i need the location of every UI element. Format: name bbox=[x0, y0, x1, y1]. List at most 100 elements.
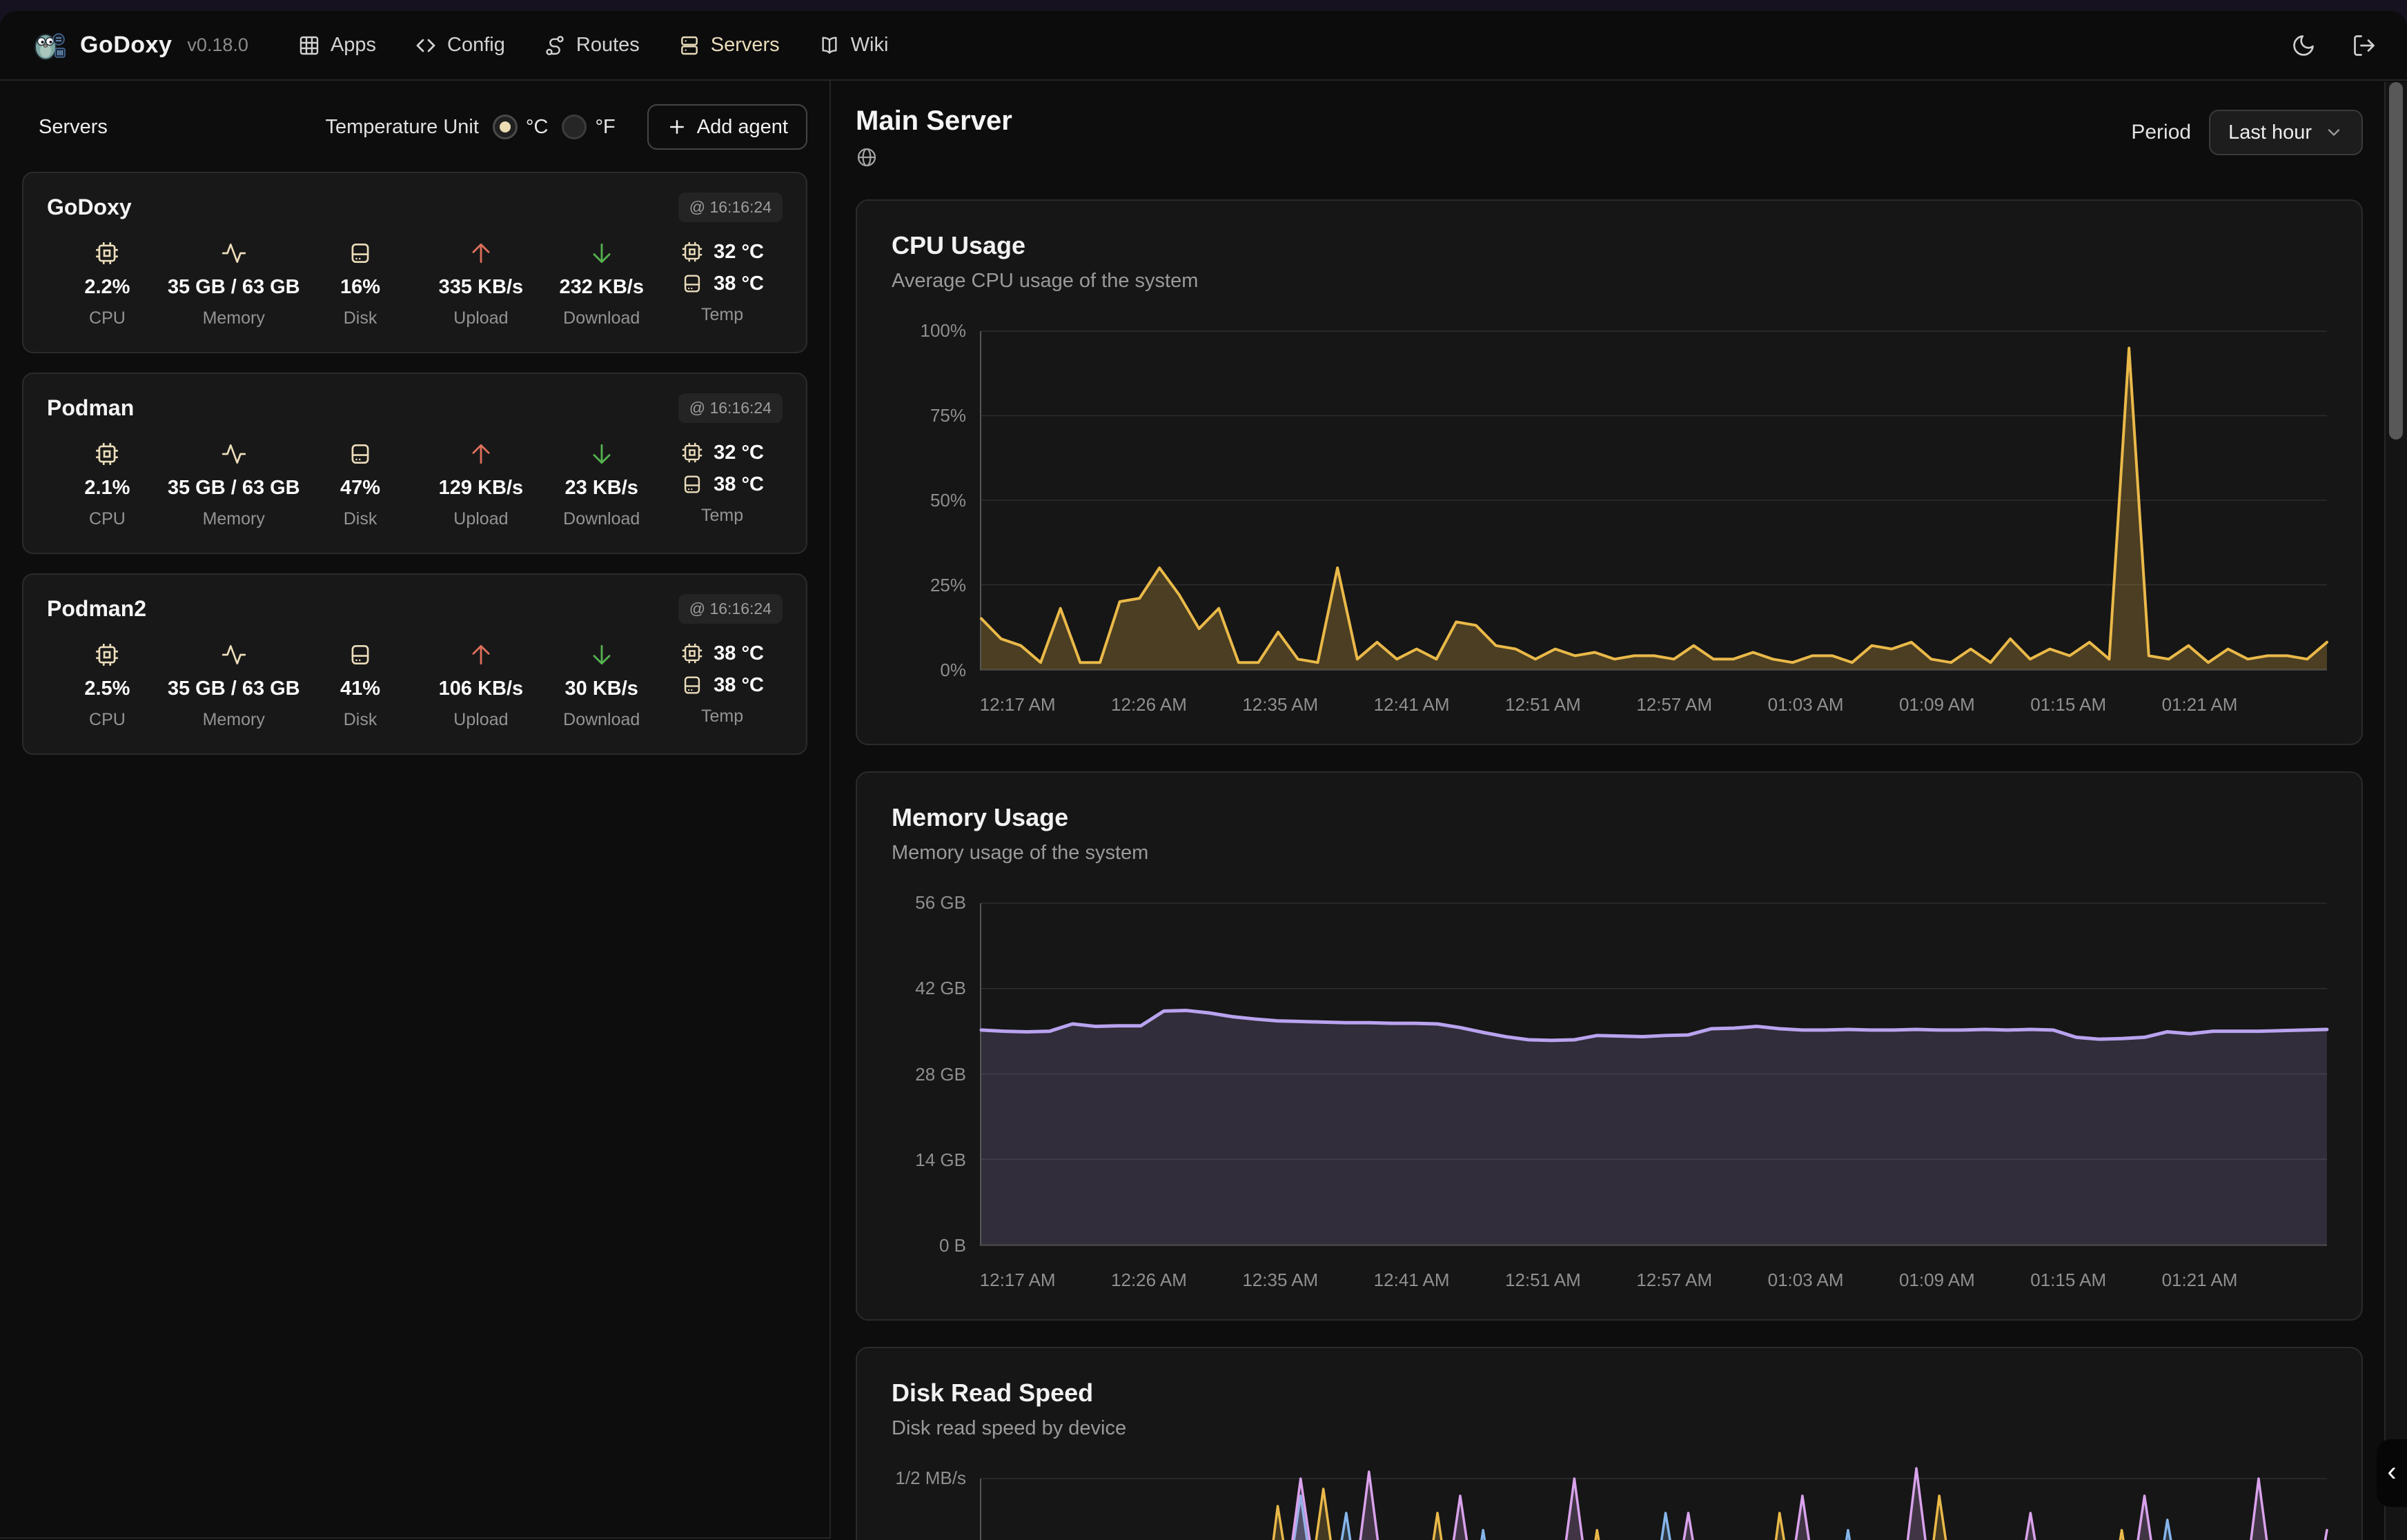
nav-item-label: Wiki bbox=[850, 34, 889, 56]
chevron-down-icon bbox=[2328, 129, 2340, 136]
arrow-down-icon bbox=[593, 444, 611, 464]
y-tick-label: 75% bbox=[930, 405, 966, 426]
download-value: 232 KB/s bbox=[559, 276, 644, 298]
period-value: Last hour bbox=[2228, 121, 2312, 144]
upload-stat: 129 KB/s Upload bbox=[420, 441, 541, 529]
navbar-right bbox=[2291, 33, 2377, 58]
code-icon bbox=[416, 39, 435, 52]
disk-read-speed-chart[interactable]: 1/2 MB/s bbox=[892, 1479, 2327, 1540]
period-select[interactable]: Last hour bbox=[2209, 110, 2363, 155]
download-stat: 23 KB/s Download bbox=[541, 441, 662, 529]
x-tick-label: 01:21 AM bbox=[2161, 1270, 2238, 1290]
cpu-label: CPU bbox=[89, 710, 126, 729]
chart-subtitle: Disk read speed by device bbox=[892, 1417, 1127, 1439]
nav-item-servers[interactable]: Servers bbox=[678, 34, 780, 57]
y-tick-label: 1/2 MB/s bbox=[895, 1468, 966, 1489]
download-stat: 232 KB/s Download bbox=[541, 240, 662, 328]
servers-panel-header: Servers Temperature Unit °C °F Add agent bbox=[22, 101, 807, 152]
upload-label: Upload bbox=[453, 509, 509, 529]
cpu-label: CPU bbox=[89, 509, 126, 529]
nav-item-label: Apps bbox=[330, 34, 377, 56]
memory-usage-chart[interactable]: 56 GB 42 GB 28 GB 14 GB 0 B 12:17 AM 12:26 AM… bbox=[892, 892, 2327, 1294]
period-label: Period bbox=[2131, 121, 2192, 144]
temp-stat: 32 °C 38 °C Temp bbox=[662, 441, 783, 529]
memory-stat: 35 GB / 63 GB Memory bbox=[168, 240, 300, 328]
cpu-icon bbox=[96, 443, 119, 465]
x-tick-label: 12:35 AM bbox=[1242, 694, 1319, 715]
memory-plot bbox=[980, 903, 2327, 1246]
navbar: GoDoxy v0.18.0 Apps Config bbox=[0, 11, 2407, 81]
brand[interactable]: GoDoxy v0.18.0 bbox=[30, 28, 248, 63]
memory-stat: 35 GB / 63 GB Memory bbox=[168, 441, 300, 529]
arrow-up-icon bbox=[472, 644, 490, 665]
server-timestamp-badge: @ 16:16:24 bbox=[678, 192, 783, 222]
x-tick-label: 12:41 AM bbox=[1373, 694, 1450, 715]
download-label: Download bbox=[563, 509, 640, 529]
nav-item-label: Servers bbox=[710, 34, 780, 56]
x-tick-label: 12:41 AM bbox=[1373, 1270, 1450, 1290]
activity-icon bbox=[222, 243, 246, 264]
upload-label: Upload bbox=[453, 710, 509, 729]
logout-icon[interactable] bbox=[2352, 33, 2377, 58]
temperature-unit-label: Temperature Unit bbox=[325, 115, 479, 138]
celsius-radio[interactable] bbox=[492, 115, 518, 139]
temp-stat: 32 °C 38 °C Temp bbox=[662, 240, 783, 328]
server-stack-icon bbox=[680, 36, 698, 55]
disk-label: Disk bbox=[343, 509, 377, 529]
x-tick-label: 01:15 AM bbox=[2030, 694, 2107, 715]
nav-item-routes[interactable]: Routes bbox=[544, 34, 640, 57]
collapse-panel-handle[interactable]: ‹ bbox=[2377, 1439, 2407, 1507]
nav-item-apps[interactable]: Apps bbox=[298, 34, 376, 57]
upload-value: 335 KB/s bbox=[438, 276, 524, 298]
disk-stat: 16% Disk bbox=[300, 240, 421, 328]
panel-title: Servers bbox=[39, 115, 108, 138]
nav-items: Apps Config Routes Server bbox=[298, 34, 889, 57]
server-card-podman2[interactable]: Podman2 @ 16:16:24 2.5% CPU bbox=[22, 573, 807, 755]
chart-title: Memory Usage bbox=[892, 803, 1069, 831]
grid-icon bbox=[299, 36, 319, 55]
celsius-label: °C bbox=[525, 115, 549, 138]
hard-drive-icon bbox=[351, 444, 369, 464]
fahrenheit-option[interactable]: °F bbox=[562, 115, 616, 139]
servers-panel: Servers Temperature Unit °C °F Add agent bbox=[0, 81, 831, 1539]
disk-value: 47% bbox=[340, 477, 381, 499]
x-tick-label: 01:09 AM bbox=[1898, 1270, 1975, 1290]
hard-drive-icon bbox=[351, 644, 369, 665]
nav-item-wiki[interactable]: Wiki bbox=[818, 34, 889, 57]
temp-stat: 38 °C 38 °C Temp bbox=[662, 642, 783, 730]
cpu-usage-chart[interactable]: 100% 75% 50% 25% 0% 12:17 AM 12:26 AM 12:35 AM… bbox=[892, 320, 2327, 719]
globe-icon[interactable] bbox=[856, 146, 878, 168]
upload-stat: 106 KB/s Upload bbox=[420, 642, 541, 730]
x-tick-label: 12:51 AM bbox=[1504, 1270, 1581, 1290]
x-tick-label: 01:15 AM bbox=[2030, 1270, 2107, 1290]
x-tick-label: 01:21 AM bbox=[2161, 694, 2238, 715]
celsius-option[interactable]: °C bbox=[492, 115, 549, 139]
plus-icon bbox=[669, 120, 684, 134]
download-label: Download bbox=[563, 308, 640, 328]
server-card-podman[interactable]: Podman @ 16:16:24 2.1% CPU bbox=[22, 373, 807, 554]
server-card-godoxy[interactable]: GoDoxy @ 16:16:24 2.2% CPU bbox=[22, 172, 807, 353]
nav-item-config[interactable]: Config bbox=[415, 34, 505, 57]
disk-plot bbox=[980, 1479, 2327, 1540]
y-axis: 56 GB 42 GB 28 GB 14 GB 0 B bbox=[892, 892, 980, 1256]
fahrenheit-label: °F bbox=[595, 115, 616, 138]
x-tick-label: 01:03 AM bbox=[1767, 1270, 1844, 1290]
temp-label: Temp bbox=[701, 707, 744, 726]
vertical-scrollbar[interactable] bbox=[2384, 82, 2407, 1540]
cpu-value: 2.5% bbox=[84, 678, 130, 700]
y-tick-label: 100% bbox=[920, 320, 967, 342]
nav-item-label: Config bbox=[447, 34, 505, 56]
activity-icon bbox=[222, 444, 246, 464]
memory-usage-card: Memory Usage Memory usage of the system … bbox=[856, 771, 2363, 1321]
hard-drive-icon bbox=[685, 475, 700, 493]
fahrenheit-radio[interactable] bbox=[562, 115, 587, 139]
memory-stat: 35 GB / 63 GB Memory bbox=[168, 642, 300, 730]
scrollbar-thumb[interactable] bbox=[2389, 82, 2403, 440]
moon-icon[interactable] bbox=[2291, 33, 2316, 58]
add-agent-label: Add agent bbox=[696, 115, 788, 138]
server-timestamp-badge: @ 16:16:24 bbox=[678, 594, 783, 624]
add-agent-button[interactable]: Add agent bbox=[647, 104, 807, 150]
y-axis: 100% 75% 50% 25% 0% bbox=[892, 320, 980, 680]
upload-value: 106 KB/s bbox=[438, 678, 524, 700]
x-tick-label: 12:17 AM bbox=[979, 1270, 1056, 1290]
